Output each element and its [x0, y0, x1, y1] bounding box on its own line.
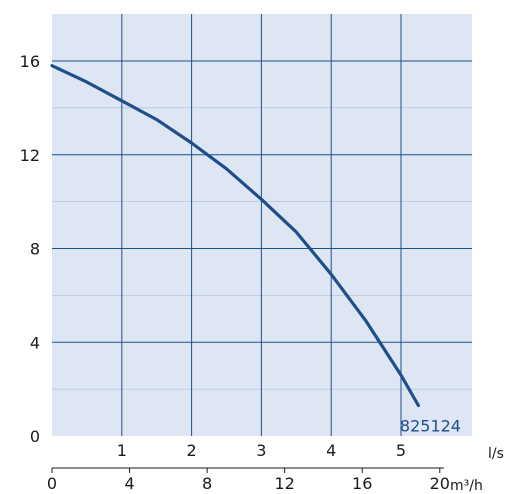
plot-area: [52, 14, 472, 436]
x-tick-label-m3h: 16: [352, 474, 372, 493]
x-tick-label-m3h: 4: [124, 474, 134, 493]
y-tick-label: 0: [30, 427, 40, 446]
series-line-825124: [50, 64, 420, 408]
x-unit-ls: l/s: [488, 446, 504, 462]
x-tick-label-ls: 3: [256, 441, 266, 460]
x-tick-label-m3h: 0: [47, 474, 57, 493]
x-tick-label-m3h: 12: [274, 474, 294, 493]
y-tick-label: 12: [20, 146, 40, 165]
x-tick-label-m3h: 8: [202, 474, 212, 493]
x-unit-m3h: m³/h: [450, 478, 483, 494]
x-tick-label-ls: 4: [326, 441, 336, 460]
x-tick-label-m3h: 20: [430, 474, 450, 493]
x-tick-label-ls: 5: [396, 441, 406, 460]
y-tick-label: 8: [30, 240, 40, 259]
x-tick-label-ls: 2: [187, 441, 197, 460]
y-tick-label: 16: [20, 52, 40, 71]
series-label: 825124: [400, 417, 461, 436]
y-tick-label: 4: [30, 333, 40, 352]
x-tick-label-ls: 1: [117, 441, 127, 460]
